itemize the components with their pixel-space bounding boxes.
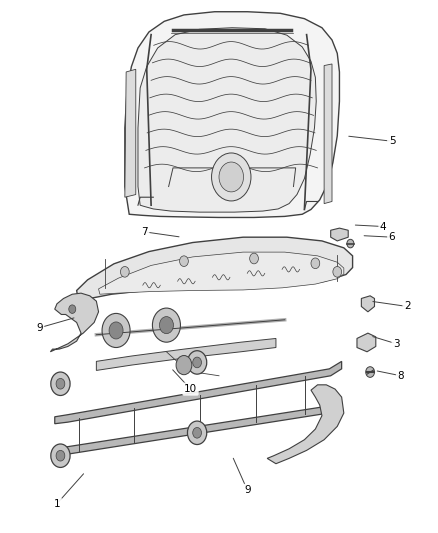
Polygon shape xyxy=(361,296,374,312)
Text: 6: 6 xyxy=(389,232,396,242)
Text: 10: 10 xyxy=(184,384,197,394)
Polygon shape xyxy=(357,333,376,352)
Circle shape xyxy=(109,322,123,339)
Circle shape xyxy=(159,317,173,334)
Polygon shape xyxy=(125,69,136,197)
Circle shape xyxy=(219,162,244,192)
Polygon shape xyxy=(331,228,348,241)
Polygon shape xyxy=(324,64,332,204)
Text: 2: 2 xyxy=(404,302,411,311)
Circle shape xyxy=(193,427,201,438)
Polygon shape xyxy=(267,385,344,464)
Circle shape xyxy=(51,372,70,395)
Circle shape xyxy=(347,239,354,248)
Polygon shape xyxy=(55,361,342,424)
Circle shape xyxy=(51,444,70,467)
Circle shape xyxy=(212,153,251,201)
Circle shape xyxy=(187,421,207,445)
Polygon shape xyxy=(99,252,344,294)
Polygon shape xyxy=(125,12,339,217)
Circle shape xyxy=(180,256,188,266)
Text: 5: 5 xyxy=(389,136,396,146)
Circle shape xyxy=(102,313,130,348)
Text: 1: 1 xyxy=(53,499,60,508)
Polygon shape xyxy=(50,293,99,352)
Text: 9: 9 xyxy=(36,323,43,333)
Circle shape xyxy=(56,378,65,389)
Circle shape xyxy=(193,357,201,368)
Polygon shape xyxy=(55,401,339,456)
Circle shape xyxy=(69,305,76,313)
Circle shape xyxy=(56,450,65,461)
Text: 9: 9 xyxy=(244,486,251,495)
Polygon shape xyxy=(96,338,276,370)
Polygon shape xyxy=(138,28,316,212)
Circle shape xyxy=(187,351,207,374)
Text: 3: 3 xyxy=(393,339,400,349)
Circle shape xyxy=(250,253,258,264)
Polygon shape xyxy=(77,237,353,298)
Text: 7: 7 xyxy=(141,227,148,237)
Circle shape xyxy=(333,266,342,277)
Circle shape xyxy=(311,258,320,269)
Circle shape xyxy=(176,356,192,375)
Circle shape xyxy=(120,266,129,277)
Circle shape xyxy=(152,308,180,342)
Text: 8: 8 xyxy=(397,371,404,381)
Text: 4: 4 xyxy=(380,222,387,231)
Circle shape xyxy=(366,367,374,377)
